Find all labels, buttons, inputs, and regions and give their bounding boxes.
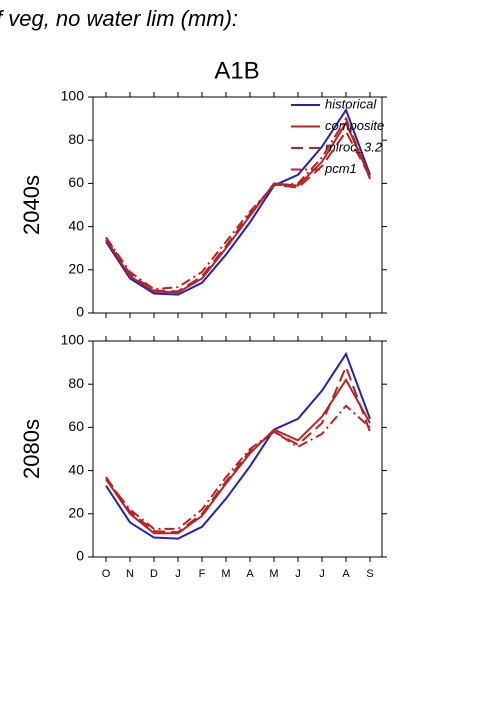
legend-label: miroc_3.2 <box>325 139 383 154</box>
y-tick-label: 80 <box>68 375 84 391</box>
x-tick-label: D <box>150 568 158 580</box>
series-line <box>105 120 371 294</box>
x-tick-label: A <box>342 568 350 580</box>
series-line <box>105 129 371 293</box>
x-tick-label: A <box>246 568 254 580</box>
y-tick-label: 40 <box>68 461 84 477</box>
series-line <box>105 351 371 540</box>
x-tick-label: J <box>175 568 181 580</box>
y-tick-label: 20 <box>68 261 84 277</box>
x-tick-label: O <box>102 568 111 580</box>
y-tick-label: 100 <box>61 332 85 348</box>
y-tick-label: 20 <box>68 505 84 521</box>
y-axis-label: 2040s <box>19 175 44 235</box>
x-tick-label: S <box>366 568 373 580</box>
y-tick-label: 40 <box>68 217 84 233</box>
plot-frame <box>92 96 383 314</box>
y-axis-label: 2080s <box>19 419 44 479</box>
series-line <box>105 377 371 535</box>
y-tick-label: 0 <box>76 548 84 564</box>
x-tick-label: F <box>199 568 206 580</box>
plot-frame <box>92 340 383 558</box>
x-tick-label: M <box>221 568 230 580</box>
legend-label: pcm1 <box>324 161 357 176</box>
series-line <box>105 107 371 296</box>
y-tick-label: 100 <box>61 88 85 104</box>
legend-label: composite <box>325 118 384 133</box>
x-tick-label: J <box>319 568 325 580</box>
legend-label: historical <box>325 96 377 111</box>
series-line <box>105 364 371 534</box>
series-line <box>105 404 371 530</box>
page-title: f veg, no water lim (mm): <box>0 6 238 31</box>
chart-title: A1B <box>214 57 259 84</box>
y-tick-label: 60 <box>68 174 84 190</box>
y-tick-label: 60 <box>68 418 84 434</box>
y-tick-label: 80 <box>68 131 84 147</box>
x-tick-label: N <box>126 568 134 580</box>
series-line <box>105 116 371 291</box>
x-tick-label: J <box>295 568 301 580</box>
y-tick-label: 0 <box>76 304 84 320</box>
x-tick-label: M <box>269 568 278 580</box>
